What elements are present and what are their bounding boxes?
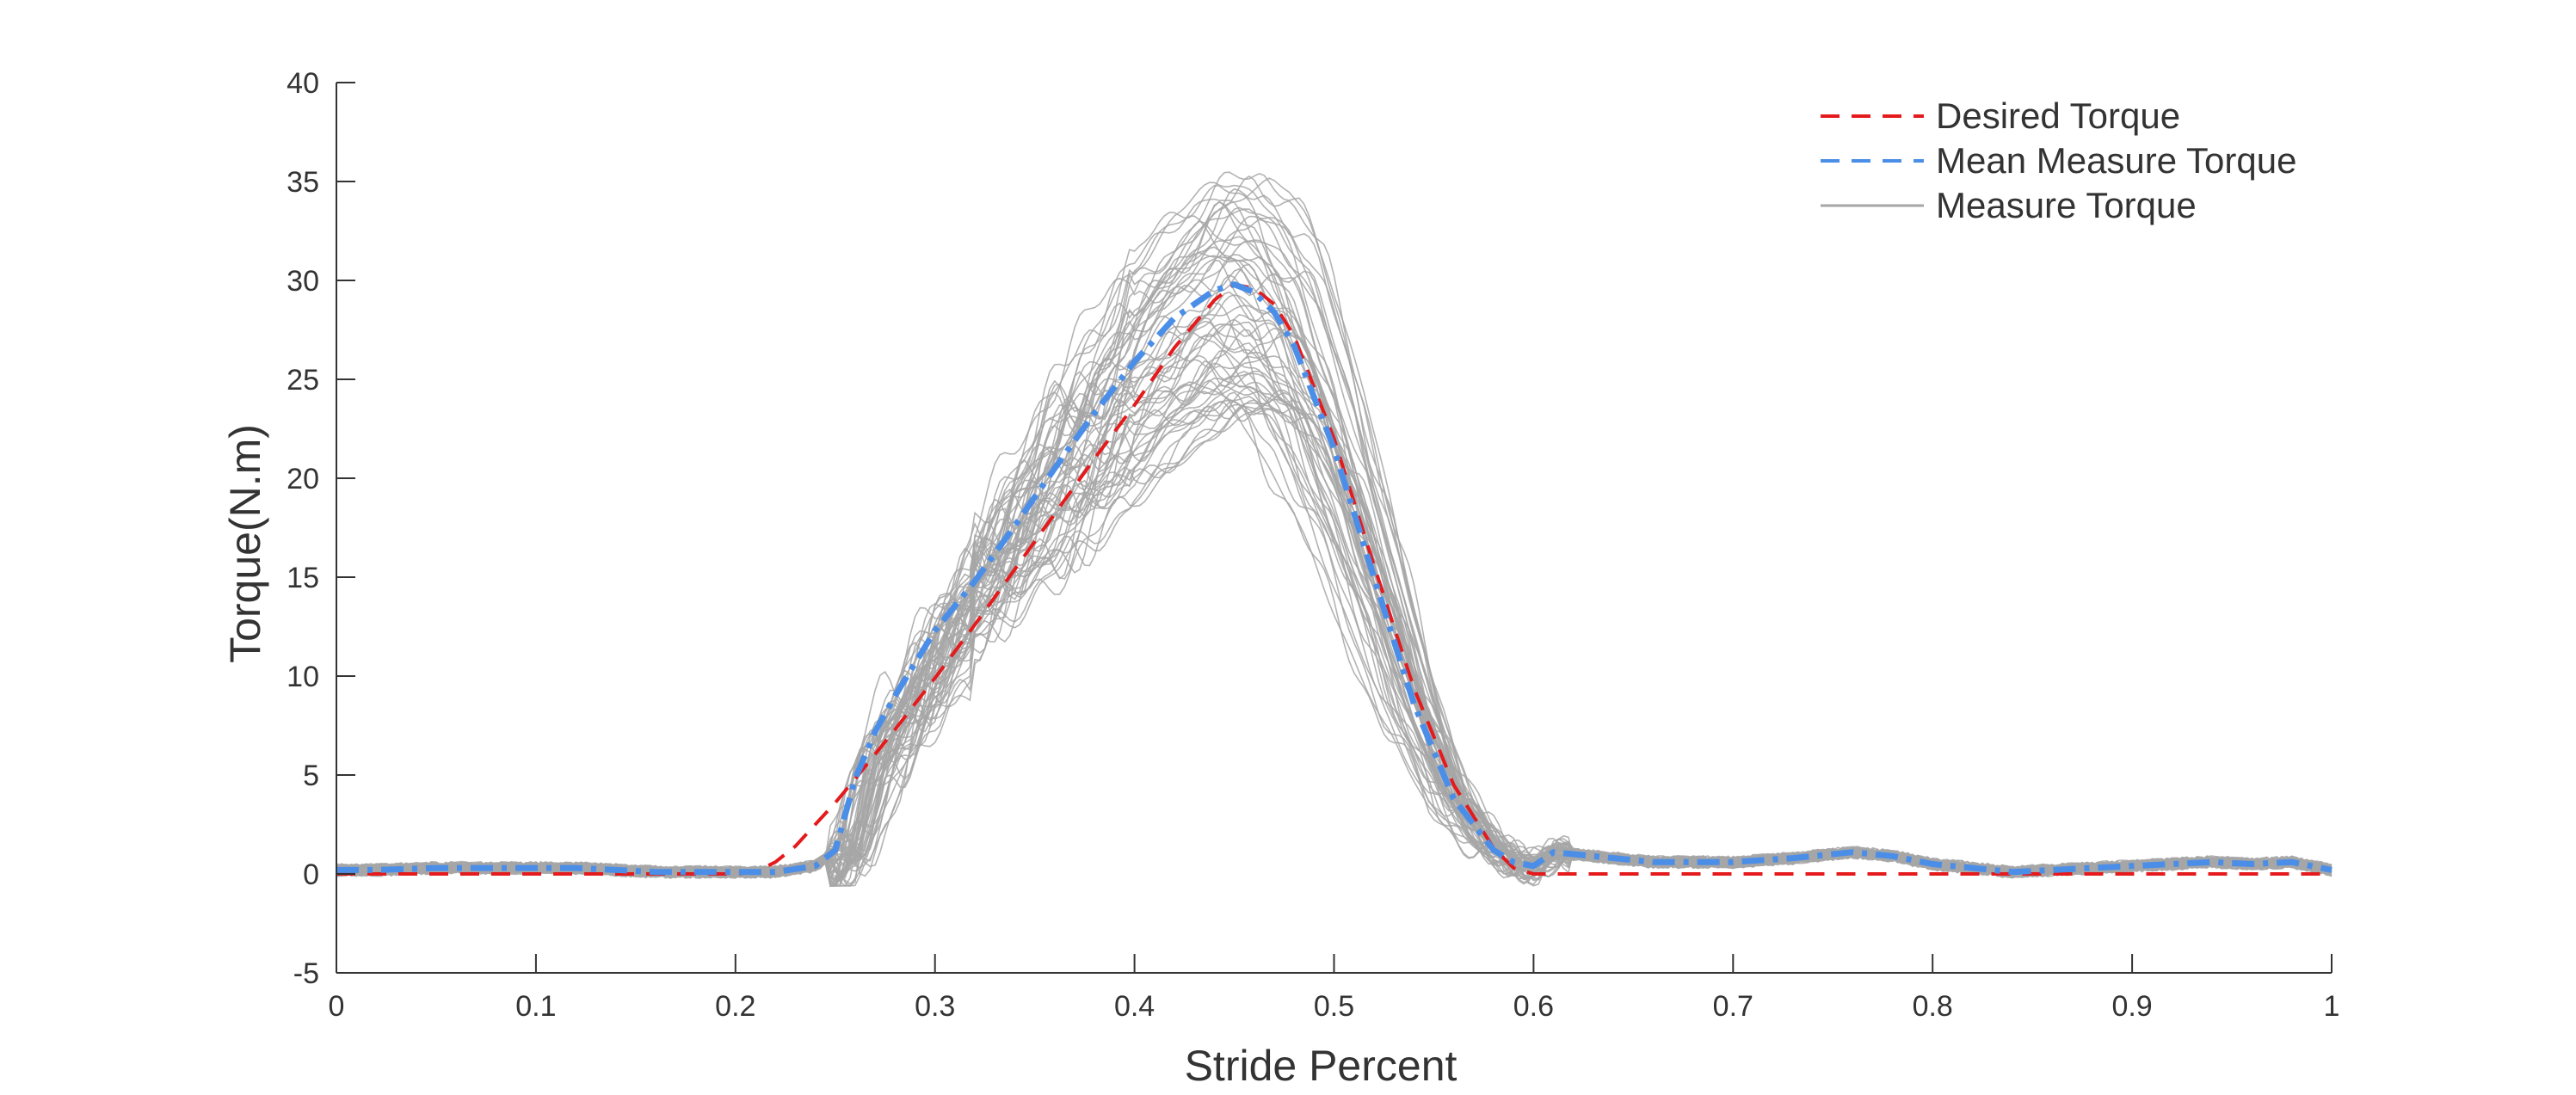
y-tick-label: 20 [287, 463, 319, 495]
y-tick-label: 30 [287, 265, 319, 298]
x-tick-label: 0.6 [1513, 990, 1554, 1023]
axes [336, 82, 2333, 974]
x-tick-label: 0.3 [915, 990, 955, 1023]
measure-torque-trial-line [336, 377, 2333, 880]
y-tick-label: 40 [287, 67, 319, 100]
x-tick-label: 0.8 [1913, 990, 1953, 1023]
legend: Desired Torque Mean Measure Torque Measu… [1821, 95, 2296, 225]
legend-label-desired-torque: Desired Torque [1936, 95, 2180, 136]
x-axis-title: Stride Percent [1185, 1042, 1457, 1090]
tick-labels: 0 0.1 0.2 0.3 0.4 0.5 0.6 0.7 0.8 0.9 1 -5 0 5 10 15 20 2… [287, 67, 2339, 1023]
measure-torque-trial-line [336, 373, 2333, 886]
x-tick-label: 0.1 [515, 990, 556, 1023]
y-axis-title: Torque(N.m) [221, 424, 269, 663]
measure-torque-trial-line [336, 175, 2333, 887]
y-tick-label: 0 [303, 858, 319, 891]
mean-measure-torque-line [336, 281, 2333, 876]
y-tick-label: 10 [287, 661, 319, 693]
x-tick-label: 0.7 [1713, 990, 1753, 1023]
y-tick-label: 15 [287, 562, 319, 594]
x-tick-label: 1 [2324, 990, 2340, 1023]
measure-torque-trial-line [336, 239, 2333, 879]
x-tick-label: 0.4 [1114, 990, 1155, 1023]
measure-torque-trial-line [336, 321, 2333, 887]
x-tick-label: 0 [329, 990, 345, 1023]
measure-torque-trial-line [336, 177, 2333, 879]
measure-torque-trial-line [336, 331, 2333, 879]
measure-torque-trials [336, 171, 2333, 888]
measure-torque-trial-line [336, 181, 2333, 878]
measure-torque-trial-line [336, 329, 2333, 887]
x-tick-label: 0.9 [2111, 990, 2152, 1023]
y-tick-label: 5 [303, 760, 319, 792]
measure-torque-trial-line [336, 329, 2333, 879]
measure-torque-trial-line [336, 251, 2333, 878]
desired-torque-line [336, 282, 2332, 876]
y-tick-label: -5 [293, 957, 319, 990]
y-tick-label: 35 [287, 166, 319, 199]
series-layer [336, 281, 2333, 876]
x-tick-label: 0.5 [1314, 990, 1354, 1023]
measure-torque-trial-line [336, 240, 2333, 879]
measure-torque-trial-line [336, 270, 2333, 887]
measure-torque-trial-line [336, 372, 2333, 883]
y-tick-label: 25 [287, 364, 319, 397]
legend-label-mean-measure-torque: Mean Measure Torque [1936, 140, 2296, 181]
measure-torque-trial-line [336, 268, 2333, 878]
legend-label-measure-torque: Measure Torque [1936, 185, 2197, 225]
x-tick-label: 0.2 [715, 990, 755, 1023]
